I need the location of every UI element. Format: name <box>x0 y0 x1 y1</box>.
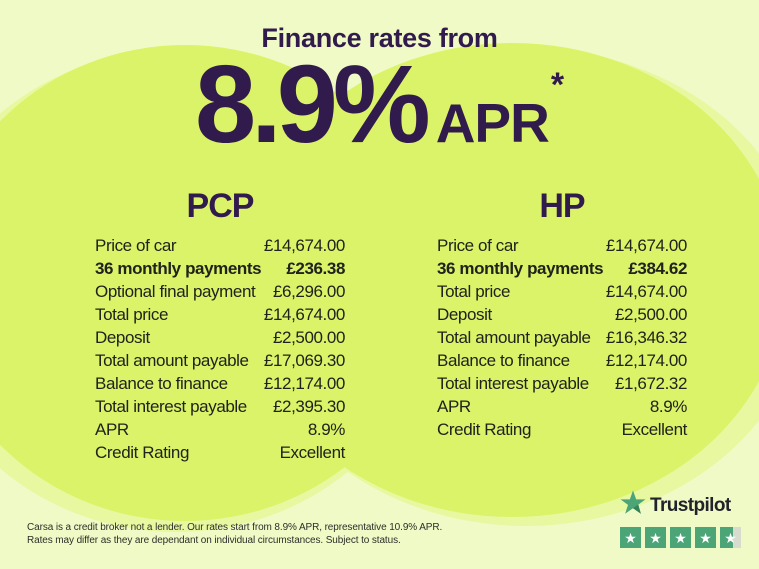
row-value: £2,395.30 <box>272 396 345 416</box>
rate-asterisk: * <box>550 66 565 104</box>
table-row: Optional final payment £6,296.00 <box>95 280 345 303</box>
table-row: 36 monthly payments £236.38 <box>95 257 345 280</box>
row-label: Deposit <box>95 327 150 347</box>
table-row: Deposit £2,500.00 <box>437 303 687 326</box>
disclaimer-line-1: Carsa is a credit broker not a lender. O… <box>27 522 443 533</box>
row-value: £2,500.00 <box>272 327 345 347</box>
row-label: Optional final payment <box>95 281 256 301</box>
table-row: Deposit £2,500.00 <box>95 326 345 349</box>
star-icon: ★ <box>695 527 716 548</box>
rate-display: 8.9% APR * <box>0 50 759 160</box>
table-row: Total interest payable £1,672.32 <box>437 372 687 395</box>
row-value: £2,500.00 <box>614 304 687 324</box>
row-label: Credit Rating <box>437 419 532 439</box>
trustpilot-logo: Trustpilot <box>620 490 750 521</box>
row-value: £14,674.00 <box>263 304 345 324</box>
star-icon: ★ <box>645 527 666 548</box>
row-label: Balance to finance <box>95 373 228 393</box>
row-value: 8.9% <box>307 419 346 439</box>
star-icon: ★ <box>620 527 641 548</box>
table-row: Total price £14,674.00 <box>95 303 345 326</box>
table-row: Balance to finance £12,174.00 <box>437 349 687 372</box>
row-label: APR <box>437 396 471 416</box>
table-row: 36 monthly payments £384.62 <box>437 257 687 280</box>
table-row: Balance to finance £12,174.00 <box>95 372 345 395</box>
row-value: £14,674.00 <box>605 281 687 301</box>
trustpilot-rating-stars: ★ ★ ★ ★ ★ <box>620 527 750 548</box>
row-label: Total amount payable <box>437 327 591 347</box>
table-row: Total amount payable £17,069.30 <box>95 349 345 372</box>
row-value: £1,672.32 <box>614 373 687 393</box>
background-blob-right <box>239 43 759 517</box>
row-value: Excellent <box>621 419 688 439</box>
row-value: £17,069.30 <box>263 350 345 370</box>
rate-suffix: APR <box>435 92 550 154</box>
legal-disclaimer: Carsa is a credit broker not a lender. O… <box>27 521 442 547</box>
promo-heading: Finance rates from <box>261 23 498 53</box>
rate-value: 8.9% <box>194 43 431 166</box>
disclaimer-line-2: Rates may differ as they are dependant o… <box>27 535 401 546</box>
row-label: Total price <box>437 281 511 301</box>
row-value: £236.38 <box>286 258 345 278</box>
row-value: Excellent <box>279 442 346 462</box>
row-label: Total interest payable <box>95 396 247 416</box>
row-label: 36 monthly payments <box>437 258 604 278</box>
row-label: 36 monthly payments <box>95 258 262 278</box>
row-label: Balance to finance <box>437 350 570 370</box>
table-row: Total amount payable £16,346.32 <box>437 326 687 349</box>
row-label: APR <box>95 419 129 439</box>
row-label: Total price <box>95 304 169 324</box>
row-value: £12,174.00 <box>263 373 345 393</box>
row-value: 8.9% <box>649 396 688 416</box>
table-row: Price of car £14,674.00 <box>95 234 345 257</box>
half-star-icon: ★ <box>720 527 741 548</box>
row-value: £14,674.00 <box>605 235 687 255</box>
star-icon: ★ <box>670 527 691 548</box>
table-row: Credit Rating Excellent <box>437 418 687 441</box>
pcp-table-title: PCP <box>186 187 255 225</box>
row-label: Price of car <box>437 235 519 255</box>
row-label: Total amount payable <box>95 350 249 370</box>
table-row: Credit Rating Excellent <box>95 441 345 464</box>
row-label: Credit Rating <box>95 442 190 462</box>
row-label: Price of car <box>95 235 177 255</box>
row-label: Total interest payable <box>437 373 589 393</box>
pcp-finance-table: PCP Price of car £14,674.00 36 monthly pa… <box>95 188 345 464</box>
table-row: Total price £14,674.00 <box>437 280 687 303</box>
table-row: Total interest payable £2,395.30 <box>95 395 345 418</box>
row-value: £16,346.32 <box>605 327 687 347</box>
row-value: £12,174.00 <box>605 350 687 370</box>
hp-finance-table: HP Price of car £14,674.00 36 monthly pay… <box>437 188 687 441</box>
row-value: £6,296.00 <box>272 281 345 301</box>
hp-table-title: HP <box>539 187 585 225</box>
trustpilot-badge[interactable]: Trustpilot ★ ★ ★ ★ ★ <box>620 490 750 548</box>
row-value: £14,674.00 <box>263 235 345 255</box>
row-value: £384.62 <box>628 258 687 278</box>
trustpilot-wordmark: Trustpilot <box>650 494 731 516</box>
table-row: APR 8.9% <box>437 395 687 418</box>
trustpilot-star-icon <box>620 490 646 521</box>
row-label: Deposit <box>437 304 492 324</box>
table-row: APR 8.9% <box>95 418 345 441</box>
table-row: Price of car £14,674.00 <box>437 234 687 257</box>
